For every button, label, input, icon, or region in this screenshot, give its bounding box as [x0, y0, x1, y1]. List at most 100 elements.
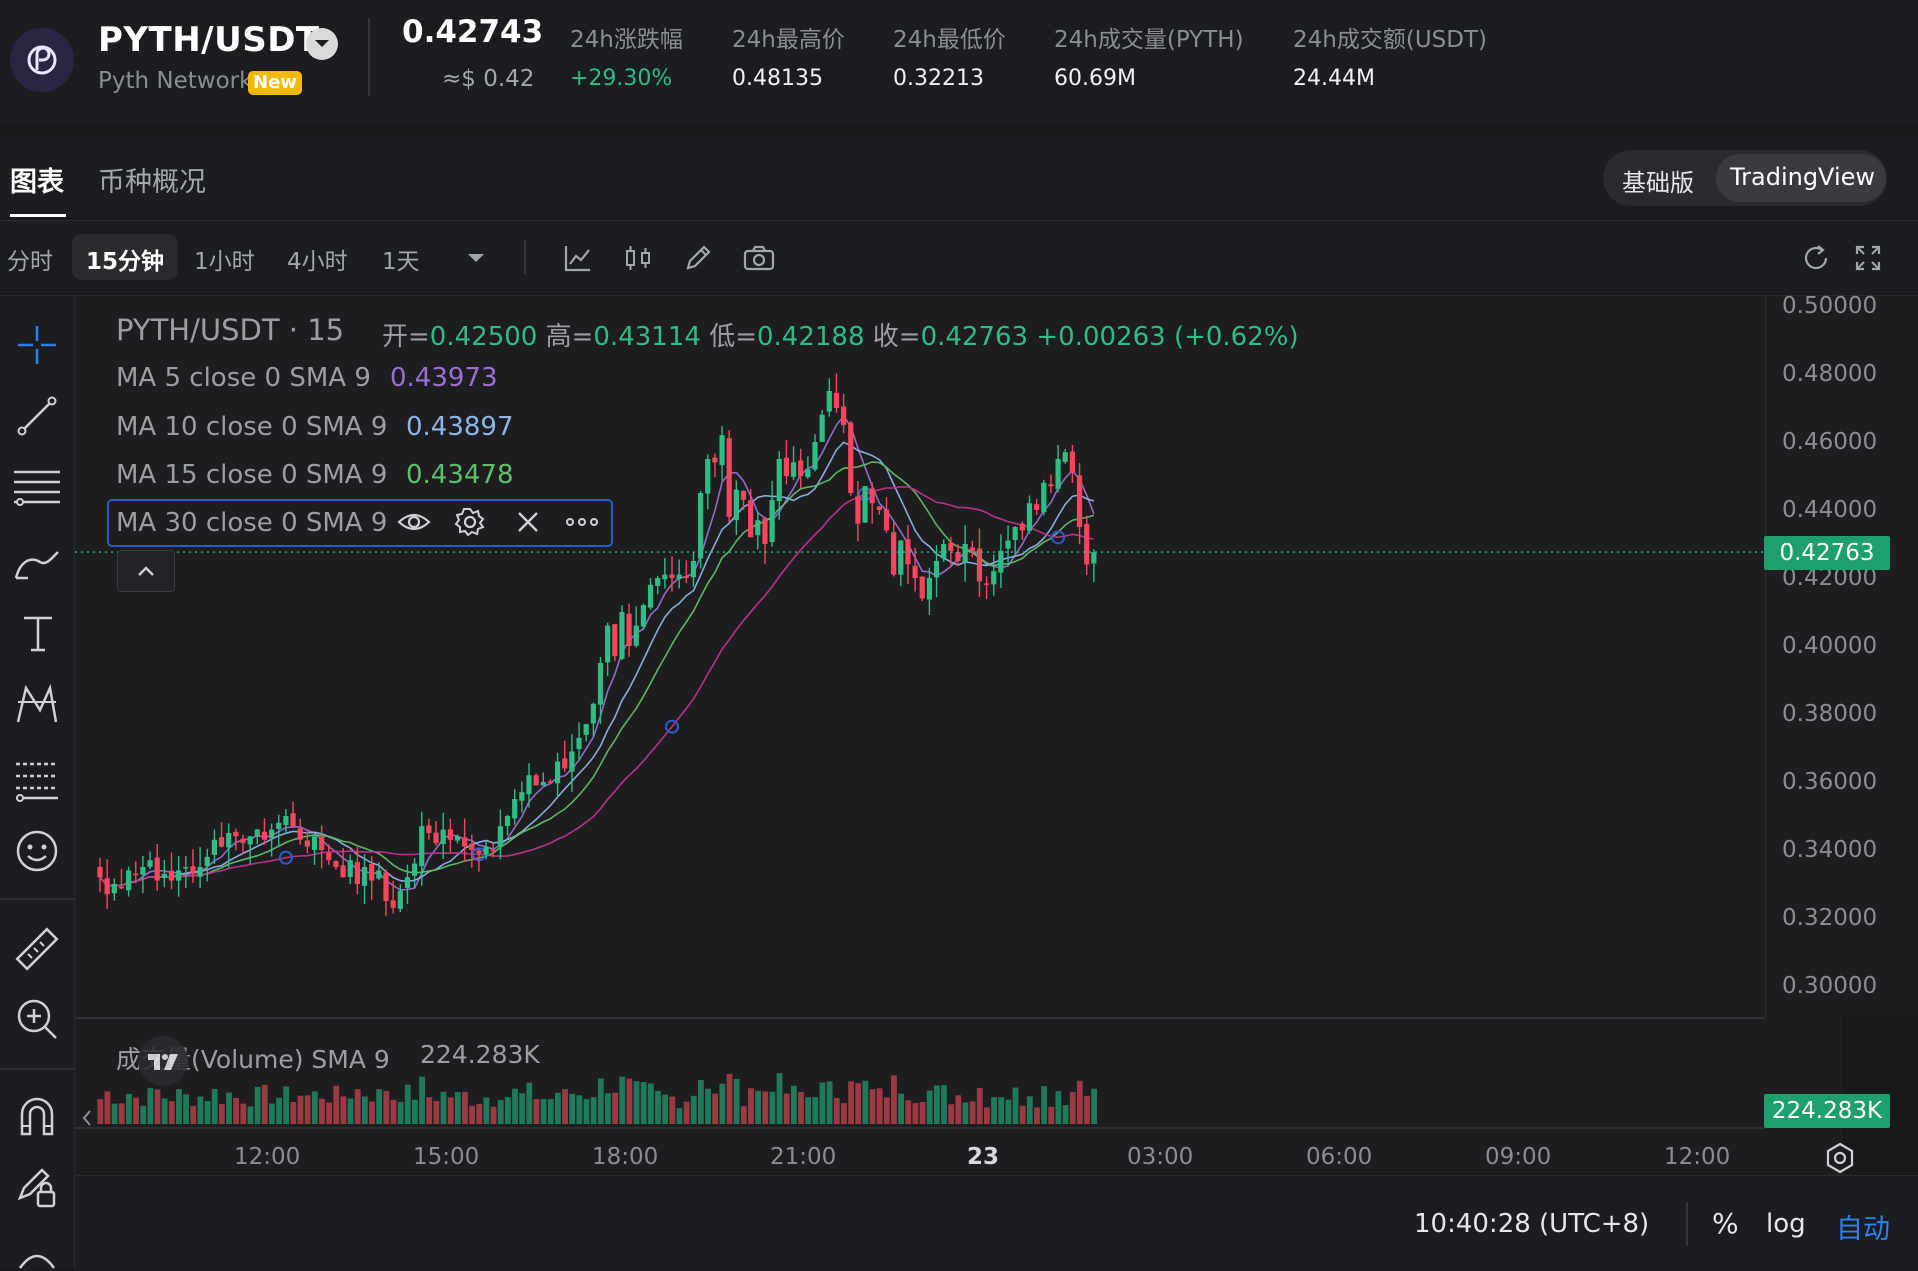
ma5-label: MA 5 close 0 SMA 9 — [116, 363, 371, 393]
eye-icon[interactable] — [396, 506, 432, 538]
ruler-icon[interactable] — [12, 924, 62, 974]
version-basic-button[interactable]: 基础版 — [1622, 169, 1694, 197]
candle — [748, 500, 754, 538]
version-tradingview-label[interactable]: TradingView — [1730, 163, 1876, 191]
volume-bar — [726, 1073, 733, 1124]
candle-type-icon[interactable] — [622, 242, 654, 274]
emoji-sticker-icon[interactable] — [14, 828, 60, 874]
candle — [1019, 523, 1025, 531]
candle — [805, 469, 811, 478]
candle — [168, 870, 175, 881]
volume-bar — [183, 1094, 189, 1124]
candle — [1091, 552, 1097, 564]
volume-bar — [419, 1076, 425, 1124]
volume-bar — [1048, 1106, 1055, 1124]
lock-drawing-icon[interactable] — [14, 1162, 60, 1212]
version-tradingview-button-bg[interactable] — [1716, 154, 1886, 202]
volume-bar — [297, 1095, 304, 1124]
price-axis[interactable] — [1765, 296, 1918, 1016]
text-tool-icon[interactable] — [16, 610, 60, 656]
draw-pencil-icon[interactable] — [682, 242, 714, 274]
clock[interactable]: 10:40:28 (UTC+8) — [1414, 1209, 1650, 1239]
candle — [254, 829, 260, 837]
chevron-up-icon — [138, 566, 154, 576]
ma30-legend-selected[interactable] — [107, 499, 613, 547]
indicator-chart-icon[interactable] — [562, 242, 594, 274]
candle — [619, 612, 625, 659]
log-scale-button[interactable]: log — [1766, 1209, 1806, 1239]
candle — [898, 540, 904, 575]
collapse-left-icon[interactable] — [80, 1108, 94, 1128]
pair-dropdown-icon[interactable] — [306, 28, 338, 60]
pair-name[interactable]: PYTH/USDT — [98, 20, 320, 60]
zoom-in-icon[interactable] — [14, 996, 60, 1042]
legend-title: PYTH/USDT · 15 — [116, 313, 345, 347]
bottom-bar — [75, 1175, 1918, 1271]
pattern-tool-icon[interactable] — [12, 680, 62, 730]
candle — [740, 490, 747, 500]
timeframe-15m[interactable]: 15分钟 — [86, 249, 165, 275]
volume-bar — [740, 1106, 747, 1124]
candle — [969, 547, 975, 551]
candle — [905, 539, 911, 565]
percent-scale-button[interactable]: % — [1712, 1207, 1739, 1240]
legend-collapse-button[interactable] — [117, 550, 175, 592]
auto-scale-button[interactable]: 自动 — [1836, 1214, 1890, 1245]
volume-bar — [984, 1107, 990, 1124]
candle — [597, 663, 604, 705]
volume-bar — [1034, 1107, 1040, 1124]
more-options-icon[interactable] — [564, 512, 600, 532]
volume-bar — [269, 1103, 275, 1124]
timeframe-1h[interactable]: 1小时 — [194, 249, 255, 275]
timeframe-tick[interactable]: 分时 — [7, 249, 53, 275]
ohlc-high-label: 高= — [545, 322, 594, 352]
fullscreen-icon[interactable] — [1852, 242, 1884, 274]
volume-bar — [569, 1093, 576, 1124]
candle — [612, 624, 618, 657]
trend-line-icon[interactable] — [14, 393, 60, 439]
axis-settings-gear-icon[interactable] — [1822, 1140, 1858, 1176]
refresh-icon[interactable] — [1800, 242, 1832, 274]
candle — [755, 520, 761, 536]
candle — [1041, 482, 1047, 513]
candle — [504, 816, 511, 826]
settings-gear-icon[interactable] — [454, 506, 486, 538]
brush-icon[interactable] — [12, 538, 64, 584]
volume-bar — [991, 1097, 997, 1124]
timeframe-more-icon[interactable] — [464, 250, 488, 266]
screenshot-camera-icon[interactable] — [742, 242, 776, 274]
time-tick: 12:00 — [234, 1144, 301, 1170]
price-tick: 0.36000 — [1782, 769, 1878, 795]
close-icon[interactable] — [512, 506, 544, 538]
ohlc-high: 0.43114 — [593, 322, 701, 352]
candle — [176, 870, 182, 881]
volume-bar — [941, 1085, 947, 1124]
volume-bar — [519, 1093, 526, 1124]
candle — [111, 884, 117, 894]
tab-overview[interactable]: 币种概况 — [98, 167, 206, 198]
timeframe-4h[interactable]: 4小时 — [287, 249, 348, 275]
volume-bar — [669, 1096, 676, 1124]
crosshair-icon[interactable] — [14, 322, 60, 368]
more-tools-icon[interactable] — [14, 1240, 60, 1270]
volume-bar — [469, 1105, 475, 1124]
candle — [397, 890, 403, 909]
tradingview-logo-icon[interactable] — [138, 1036, 188, 1086]
horizontal-lines-icon[interactable] — [12, 466, 62, 512]
price-tick: 0.34000 — [1782, 837, 1878, 863]
price-tick: 0.32000 — [1782, 905, 1878, 931]
header-divider — [368, 18, 370, 96]
volume-bar — [1012, 1087, 1019, 1124]
magnet-icon[interactable] — [14, 1094, 60, 1140]
fib-tool-icon[interactable] — [12, 756, 62, 802]
volume-bar — [1026, 1096, 1033, 1124]
volume-bar — [819, 1082, 826, 1124]
tab-chart[interactable]: 图表 — [10, 167, 64, 198]
candle — [984, 583, 990, 585]
candle — [218, 837, 225, 847]
time-tick: 21:00 — [770, 1144, 837, 1170]
ma30-marker — [665, 719, 679, 734]
timeframe-1d[interactable]: 1天 — [382, 249, 420, 275]
volume-bar — [247, 1106, 254, 1124]
